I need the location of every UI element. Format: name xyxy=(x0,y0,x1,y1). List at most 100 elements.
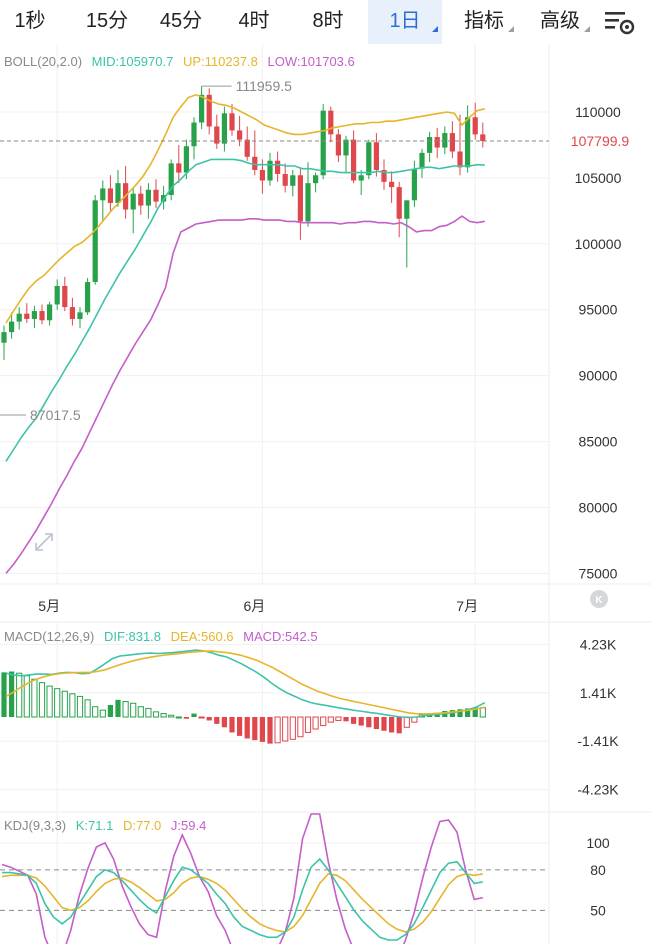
dropdown-corner-icon xyxy=(432,26,438,32)
macd-bar xyxy=(274,716,281,744)
macd-bar xyxy=(358,717,364,726)
candle xyxy=(214,114,220,149)
boll-up: UP:110237.8 xyxy=(183,54,258,69)
candle-body xyxy=(351,139,357,181)
macd-dea: DEA:560.6 xyxy=(171,629,234,644)
candle xyxy=(206,88,212,135)
candle xyxy=(434,127,440,159)
macd-bar xyxy=(191,713,197,717)
tab-advanced[interactable]: 高级 xyxy=(526,0,594,44)
candle xyxy=(77,307,83,329)
macd-bar xyxy=(122,701,129,718)
candle xyxy=(389,171,395,203)
macd-bar xyxy=(465,708,471,717)
candle xyxy=(31,305,37,329)
expand-icon[interactable] xyxy=(35,533,53,551)
macd-bar xyxy=(38,682,46,718)
macd-bar xyxy=(229,717,235,733)
macd-name: MACD(12,26,9) xyxy=(4,629,94,644)
macd-bar xyxy=(84,699,91,718)
macd-bar xyxy=(198,716,205,719)
k-line xyxy=(2,857,483,941)
chart-area[interactable]: BOLL(20,2.0) MID:105970.7 UP:110237.8 LO… xyxy=(0,44,651,944)
macd-bar xyxy=(373,717,379,730)
candle xyxy=(92,195,98,285)
tab-label: 8时 xyxy=(312,10,344,32)
candle xyxy=(313,172,319,193)
macd-bar xyxy=(267,717,273,744)
candle xyxy=(472,102,478,140)
macd-bar xyxy=(289,716,296,740)
candle xyxy=(123,166,129,219)
candle-body xyxy=(214,126,220,144)
candle-body xyxy=(176,163,182,173)
candle-body xyxy=(62,285,68,308)
candle xyxy=(442,126,448,155)
macd-bar xyxy=(92,706,99,718)
tab-45m[interactable]: 45分 xyxy=(146,0,216,44)
tab-indicators[interactable]: 指标 xyxy=(450,0,518,44)
low-annotation: 87017.5 xyxy=(30,407,81,423)
candle xyxy=(252,130,258,176)
tab-4h[interactable]: 4时 xyxy=(222,0,286,44)
macd-bar xyxy=(327,716,334,723)
tab-1d[interactable]: 1日 xyxy=(368,0,442,44)
macd-bar xyxy=(1,672,7,717)
macd-bar xyxy=(449,710,455,717)
tab-8h[interactable]: 8时 xyxy=(296,0,360,44)
candle xyxy=(24,303,30,323)
tab-label: 15分 xyxy=(85,10,129,32)
candle xyxy=(138,185,144,215)
macd-bar xyxy=(107,704,113,717)
macd-bar xyxy=(237,717,243,736)
candle xyxy=(100,180,106,222)
chart-settings-icon[interactable] xyxy=(604,8,636,36)
candle-body xyxy=(100,188,106,201)
candle xyxy=(54,279,60,310)
candle-body xyxy=(31,311,37,319)
candle-body xyxy=(237,130,243,140)
macd-tick-label: 1.41K xyxy=(580,685,617,701)
candle-body xyxy=(305,183,311,222)
candle-body xyxy=(183,146,189,173)
candle-body xyxy=(267,160,273,181)
macd-bar xyxy=(61,690,68,718)
candle xyxy=(275,151,281,182)
candle-body xyxy=(24,313,30,319)
macd-histogram xyxy=(1,671,486,744)
candle xyxy=(85,278,91,315)
candle-body xyxy=(320,110,326,176)
tab-15m[interactable]: 15分 xyxy=(72,0,142,44)
macd-bar xyxy=(69,693,76,718)
kdj-grid xyxy=(0,842,549,911)
candle-body xyxy=(381,169,387,182)
candle-body xyxy=(449,133,455,152)
main-grid xyxy=(0,44,549,944)
candle xyxy=(168,159,174,201)
candle xyxy=(39,304,45,325)
macd-bar xyxy=(160,713,167,718)
macd-bar xyxy=(282,716,289,742)
candle xyxy=(396,181,402,238)
date-tick-label: 6月 xyxy=(244,598,266,614)
tab-1s[interactable]: 1秒 xyxy=(0,0,60,44)
candle-body xyxy=(290,175,296,186)
candle-body xyxy=(39,311,45,321)
candle xyxy=(199,86,205,130)
macd-bar xyxy=(457,709,463,717)
tab-label: 1秒 xyxy=(14,10,46,32)
candle-body xyxy=(328,110,334,135)
candle-body xyxy=(404,200,410,219)
candle-body xyxy=(47,304,53,321)
candle xyxy=(449,121,455,159)
macd-grid xyxy=(0,643,549,791)
k-line-mode-icon[interactable]: K xyxy=(590,590,608,608)
macd-bar xyxy=(343,717,349,722)
date-axis-ticks: 5月 6月 7月 xyxy=(38,598,478,614)
candle-body xyxy=(130,193,136,210)
macd-bar xyxy=(472,707,478,717)
macd-bar xyxy=(252,717,258,741)
candle-body xyxy=(69,307,75,319)
candle xyxy=(457,114,463,176)
candle-body xyxy=(457,151,463,168)
